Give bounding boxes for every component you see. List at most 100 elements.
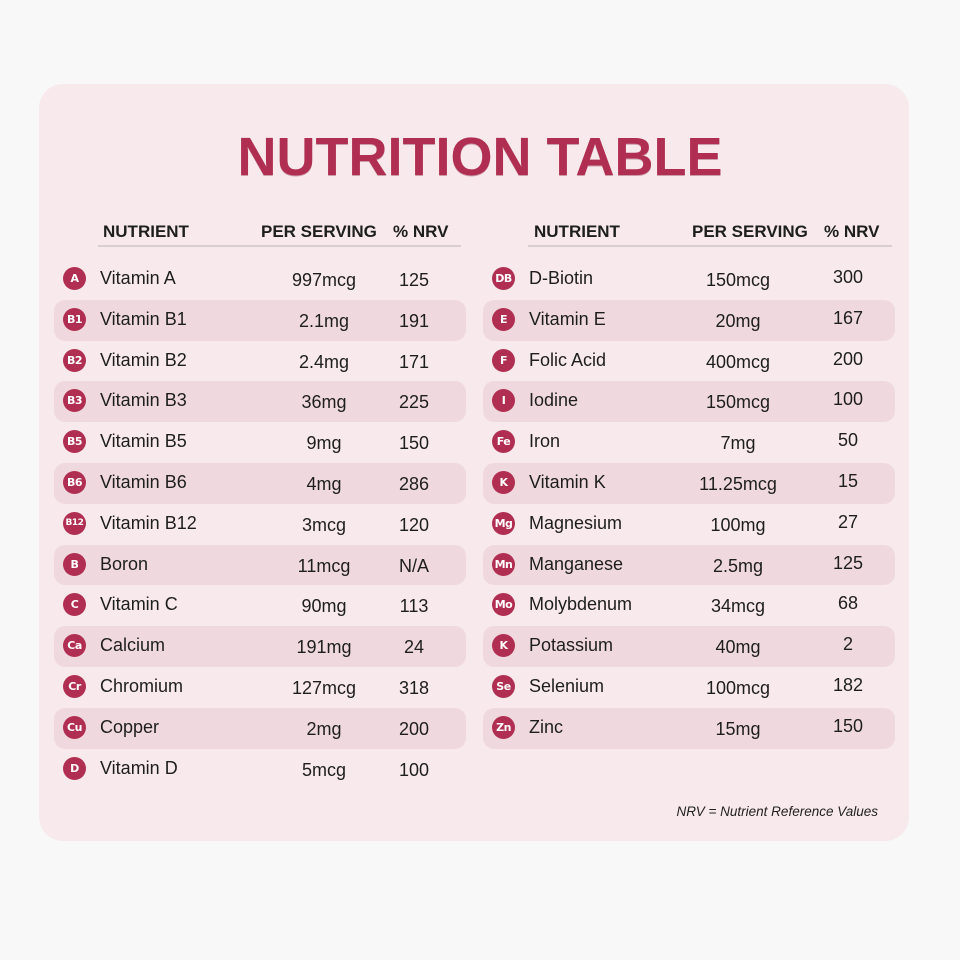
per-serving-value: 2.4mg — [298, 351, 350, 372]
nutrient-badge-icon: B6 — [63, 470, 86, 494]
nrv-value: 2 — [842, 634, 853, 655]
table-row: K Vitamin K 11.25mcg 15 — [483, 462, 895, 504]
nutrient-name: Vitamin B5 — [100, 431, 187, 452]
per-serving-value: 34mcg — [710, 596, 766, 617]
table-row: D Vitamin D 5mcg 100 — [54, 749, 466, 790]
nrv-value: N/A — [398, 555, 429, 576]
nrv-value: 100 — [832, 389, 864, 410]
per-serving-value: 3mcg — [301, 514, 346, 535]
nutrient-name: Manganese — [529, 553, 624, 574]
right-rows: DB D-Biotin 150mcg 300 E Vitamin E 20mg … — [483, 259, 895, 749]
nrv-value: 300 — [832, 267, 864, 287]
per-serving-value: 11.25mcg — [699, 473, 777, 494]
per-serving-value: 7mg — [720, 433, 756, 454]
nutrient-badge-icon: Mg — [492, 511, 515, 535]
per-serving-value: 5mcg — [301, 759, 346, 780]
nrv-value: 200 — [398, 718, 430, 739]
nutrient-badge-icon: Mn — [492, 552, 515, 576]
per-serving-value: 400mcg — [705, 351, 771, 372]
right-table: NUTRIENT PER SERVING % NRV DB D-Biotin 1… — [483, 218, 895, 749]
left-table: NUTRIENT PER SERVING % NRV A Vitamin A 9… — [54, 218, 466, 780]
nutrient-badge-icon: Mo — [492, 593, 515, 617]
nutrient-name: Vitamin B1 — [100, 308, 187, 329]
table-row: Fe Iron 7mg 50 — [483, 422, 895, 463]
per-serving-value: 36mg — [301, 392, 347, 413]
nutrient-badge-icon: C — [63, 593, 86, 617]
table-row: B5 Vitamin B5 9mg 150 — [54, 422, 466, 463]
table-row: B6 Vitamin B6 4mg 286 — [54, 462, 466, 504]
nutrient-badge-icon: D — [63, 756, 86, 780]
table-header: NUTRIENT PER SERVING % NRV — [483, 218, 895, 247]
nutrient-badge-icon: F — [492, 348, 515, 372]
nutrient-name: Vitamin B2 — [100, 349, 187, 370]
header-divider — [528, 245, 892, 247]
page-title: NUTRITION TABLE — [237, 127, 723, 187]
table-row: F Folic Acid 400mcg 200 — [483, 341, 895, 382]
nutrient-name: Chromium — [100, 675, 184, 696]
nutrient-name: Potassium — [529, 635, 614, 656]
nutrient-badge-icon: I — [492, 389, 515, 413]
table-row: Cu Copper 2mg 200 — [54, 707, 466, 749]
nutrient-badge-icon: E — [492, 307, 515, 331]
nrv-value: 125 — [832, 552, 864, 573]
per-serving-value: 100mg — [710, 514, 766, 535]
per-serving-value: 9mg — [306, 433, 342, 454]
nrv-value: 100 — [398, 759, 430, 780]
nutrient-badge-icon: B5 — [63, 430, 86, 454]
nutrient-name: Vitamin D — [100, 757, 178, 778]
footnote: NRV = Nutrient Reference Values — [676, 804, 878, 819]
header-divider — [98, 245, 461, 247]
table-row: A Vitamin A 997mcg 125 — [54, 259, 466, 300]
table-row: K Potassium 40mg 2 — [483, 626, 895, 667]
per-serving-value: 15mg — [715, 718, 761, 739]
per-serving-value: 2mg — [306, 718, 342, 739]
nrv-value: 225 — [398, 392, 430, 413]
per-serving-value: 2.1mg — [298, 310, 350, 331]
header-per-serving: PER SERVING — [261, 222, 377, 241]
nutrient-name: Iron — [529, 431, 561, 452]
table-row: B1 Vitamin B1 2.1mg 191 — [54, 299, 466, 341]
nutrient-badge-icon: B12 — [63, 511, 86, 535]
nutrient-name: Calcium — [100, 635, 166, 656]
nrv-value: 286 — [398, 473, 430, 494]
table-row: B3 Vitamin B3 36mg 225 — [54, 381, 466, 423]
per-serving-value: 4mg — [306, 473, 342, 494]
nrv-value: 120 — [398, 514, 430, 535]
nrv-value: 171 — [398, 351, 430, 372]
nutrient-name: Copper — [100, 716, 160, 737]
nutrient-badge-icon: Ca — [63, 634, 86, 658]
per-serving-value: 100mcg — [705, 677, 771, 698]
nrv-value: 50 — [837, 430, 859, 451]
nutrient-badge-icon: B3 — [63, 389, 86, 413]
nutrient-name: Vitamin B3 — [100, 390, 187, 411]
per-serving-value: 2.5mg — [712, 555, 764, 576]
table-row: B2 Vitamin B2 2.4mg 171 — [54, 341, 466, 382]
table-header: NUTRIENT PER SERVING % NRV — [54, 218, 466, 247]
per-serving-value: 150mcg — [705, 392, 771, 413]
table-row: Zn Zinc 15mg 150 — [483, 707, 895, 749]
table-row: B Boron 11mcg N/A — [54, 544, 466, 586]
nutrient-name: Vitamin B6 — [100, 471, 187, 492]
nrv-value: 167 — [832, 307, 864, 328]
nrv-value: 182 — [832, 674, 864, 695]
nrv-value: 24 — [403, 637, 425, 658]
nutrient-badge-icon: B2 — [63, 348, 86, 372]
nutrient-name: Vitamin K — [529, 471, 606, 492]
nrv-value: 318 — [398, 677, 430, 698]
header-nutrient: NUTRIENT — [534, 222, 620, 241]
nrv-value: 68 — [837, 593, 859, 614]
nrv-value: 15 — [837, 470, 859, 491]
nutrient-badge-icon: B1 — [63, 307, 86, 331]
nutrient-name: Iodine — [529, 390, 579, 411]
nutrient-name: Magnesium — [529, 512, 623, 533]
nutrient-name: Molybdenum — [529, 594, 633, 615]
per-serving-value: 11mcg — [297, 555, 351, 576]
per-serving-value: 191mg — [296, 637, 352, 658]
table-row: E Vitamin E 20mg 167 — [483, 299, 895, 341]
nutrient-name: Vitamin C — [100, 594, 178, 615]
nutrient-name: Folic Acid — [529, 349, 607, 370]
nutrient-badge-icon: K — [492, 634, 515, 658]
nutrient-badge-icon: Zn — [492, 715, 515, 739]
table-row: Mo Molybdenum 34mcg 68 — [483, 585, 895, 626]
nutrient-name: Boron — [100, 553, 149, 574]
